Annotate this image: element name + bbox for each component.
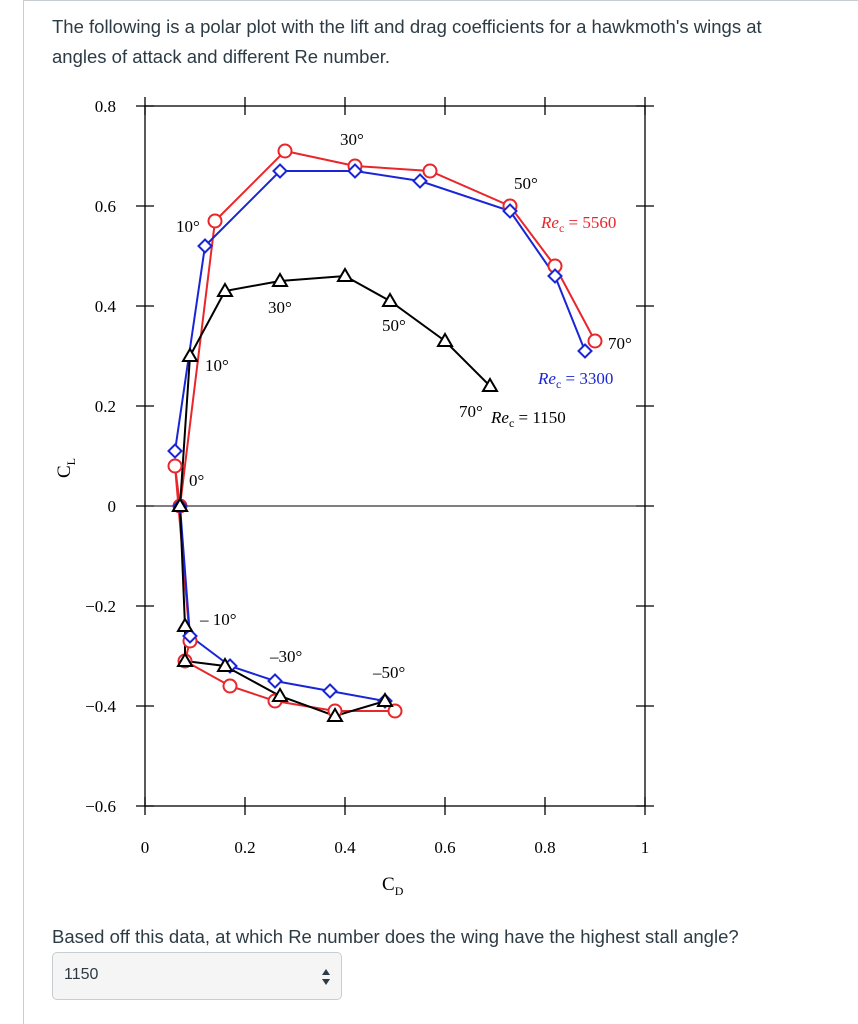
annotation-re-1150: Rec = 1150 [490, 408, 566, 430]
answer-select-value: 1150 [64, 966, 99, 983]
data-point [176, 652, 194, 667]
x-axis-label: CD [382, 874, 404, 898]
series-line-0 [174, 149, 596, 662]
data-point [197, 238, 213, 254]
series-markers [167, 143, 603, 722]
data-point [587, 333, 603, 349]
data-point [207, 213, 223, 229]
data-point [216, 282, 234, 297]
annotation-neg10: – 10° [199, 610, 237, 629]
data-point [326, 707, 344, 722]
y-tick-label: 0.8 [95, 97, 116, 116]
x-tick-label: 0.6 [434, 838, 455, 857]
data-point [381, 292, 399, 307]
series-lines [174, 149, 596, 718]
re-1150-label: Re [490, 408, 509, 427]
data-point [167, 458, 183, 474]
y-tick-label: 0.6 [95, 197, 116, 216]
x-tick-label: 0.4 [334, 838, 356, 857]
answer-select[interactable]: 1150 [52, 952, 342, 1000]
up-down-arrows-icon [322, 969, 330, 985]
annotation-neg30: –30° [269, 647, 302, 666]
data-point [422, 163, 438, 179]
data-point [481, 377, 499, 392]
y-tick-label: −0.6 [85, 797, 116, 816]
data-point [322, 683, 338, 699]
data-point [222, 678, 238, 694]
data-point [171, 497, 189, 512]
annotation-re-5560: Rec = 5560 [540, 213, 616, 235]
plot-frame [144, 105, 646, 807]
series-line-0 [184, 660, 395, 712]
annotation-0: 0° [189, 471, 204, 490]
data-point [387, 703, 403, 719]
data-point [271, 687, 289, 702]
data-point [376, 692, 394, 707]
y-tick-label: 0 [108, 497, 117, 516]
x-axis-label-sub: D [395, 884, 404, 898]
data-point [167, 443, 183, 459]
left-border [23, 0, 24, 1024]
y-axis-label-sub: L [64, 458, 78, 465]
data-point [412, 173, 428, 189]
question-intro-line-1: The following is a polar plot with the l… [52, 16, 762, 37]
data-point [547, 268, 563, 284]
annotation-10-red: 10° [176, 217, 200, 236]
series-line-3 [179, 274, 491, 507]
re-3300-sub: c [556, 377, 561, 391]
annotations: 30° 50° 10° Rec = 5560 30° 50° 70° 10° R… [176, 130, 632, 682]
x-tick-label: 1 [641, 838, 650, 857]
y-tick-label: 0.4 [95, 297, 117, 316]
data-point [336, 267, 354, 282]
annotation-50-black: 50° [382, 316, 406, 335]
data-point [176, 617, 194, 632]
y-axis-label-main: C [54, 465, 75, 478]
x-tick-label: 0.8 [534, 838, 555, 857]
data-point [271, 272, 289, 287]
re-3300-label: Re [537, 369, 556, 388]
y-tick-label: −0.2 [85, 597, 116, 616]
top-border [23, 0, 858, 1]
data-point [436, 332, 454, 347]
re-5560-sub: c [559, 221, 564, 235]
data-point [502, 203, 518, 219]
annotation-70-black: 70° [459, 402, 483, 421]
data-point [347, 163, 363, 179]
data-point [182, 628, 198, 644]
x-tick-label: 0.2 [234, 838, 255, 857]
question-intro-line-2: angles of attack and different Re number… [52, 46, 391, 67]
question-intro: The following is a polar plot with the l… [52, 12, 858, 72]
series-line-2 [179, 505, 386, 702]
data-point [272, 163, 288, 179]
axis-tick-labels: 0 0.2 0.4 0.6 0.8 1 0.8 0.6 0.4 0.2 0 −0.2 −0.4 −0.6 [85, 97, 649, 857]
y-tick-label: 0.2 [95, 397, 116, 416]
re-1150-sub: c [509, 416, 514, 430]
re-5560-label: Re [540, 213, 559, 232]
data-point [181, 347, 199, 362]
series-line-1 [174, 170, 586, 452]
data-point [277, 143, 293, 159]
axis-ticks [136, 97, 654, 815]
y-tick-label: −0.4 [85, 697, 116, 716]
x-tick-label: 0 [141, 838, 150, 857]
polar-plot-chart: 0 0.2 0.4 0.6 0.8 10.80.60.40.20−0.2−0.4−0.6 … [54, 97, 654, 898]
annotation-30-top: 30° [340, 130, 364, 149]
re-1150-value: = 1150 [514, 408, 565, 427]
followup-question: Based off this data, at which Re number … [52, 926, 739, 947]
data-point [216, 657, 234, 672]
re-3300-value: = 3300 [561, 369, 613, 388]
annotation-70-blue: 70° [608, 334, 632, 353]
annotation-50-top: 50° [514, 174, 538, 193]
annotation-neg50: –50° [372, 663, 405, 682]
data-point [577, 343, 593, 359]
annotation-30-black: 30° [268, 298, 292, 317]
re-5560-value: = 5560 [564, 213, 616, 232]
annotation-re-3300: Rec = 3300 [537, 369, 613, 391]
annotation-10-black: 10° [205, 356, 229, 375]
x-axis-label-main: C [382, 874, 395, 895]
data-point [267, 673, 283, 689]
y-axis-label: CL [54, 458, 78, 478]
